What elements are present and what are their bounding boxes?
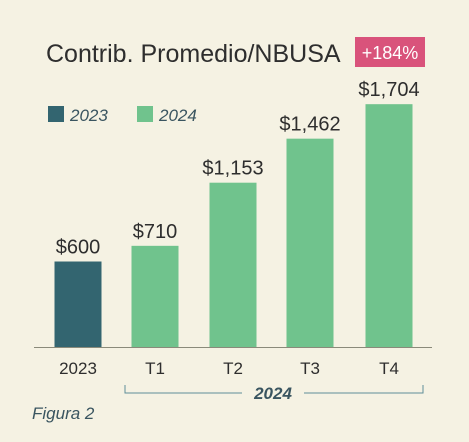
bars	[54, 104, 413, 348]
group-label-2024: 2024	[253, 384, 292, 403]
bar-t1	[131, 245, 179, 347]
value-label-2023: $600	[56, 237, 101, 259]
group-bracket-left	[124, 385, 242, 394]
tick-label-t4: T4	[379, 359, 399, 378]
group-bracket-right	[304, 385, 424, 394]
figure-caption: Figura 2	[32, 404, 95, 423]
bar-t2	[209, 182, 257, 347]
x-axis-tick-labels: 2023 T1 T2 T3 T4	[59, 359, 399, 378]
legend-swatch-2023	[48, 106, 64, 122]
tick-label-t3: T3	[300, 359, 320, 378]
tick-label-2023: 2023	[59, 359, 97, 378]
tick-label-t1: T1	[145, 359, 165, 378]
group-bracket: 2024	[124, 384, 424, 403]
value-label-t4: $1,704	[358, 79, 419, 101]
legend-label-2023: 2023	[69, 106, 108, 125]
chart-title: Contrib. Promedio/NBUSA	[46, 40, 341, 68]
growth-badge-text: +184%	[362, 43, 419, 63]
bar-t3	[286, 138, 334, 347]
legend-swatch-2024	[137, 106, 153, 122]
value-label-t2: $1,153	[202, 158, 263, 180]
legend-label-2024: 2024	[158, 106, 197, 125]
value-labels: $600 $710 $1,153 $1,462 $1,704	[56, 79, 420, 258]
growth-badge: +184%	[355, 37, 425, 67]
tick-label-t2: T2	[223, 359, 243, 378]
value-label-t1: $710	[133, 221, 178, 243]
bar-2023	[54, 261, 102, 347]
legend: 2023 2024	[48, 106, 197, 125]
bar-t4	[365, 104, 413, 348]
value-label-t3: $1,462	[279, 114, 340, 136]
growth-badge-background	[355, 37, 425, 67]
